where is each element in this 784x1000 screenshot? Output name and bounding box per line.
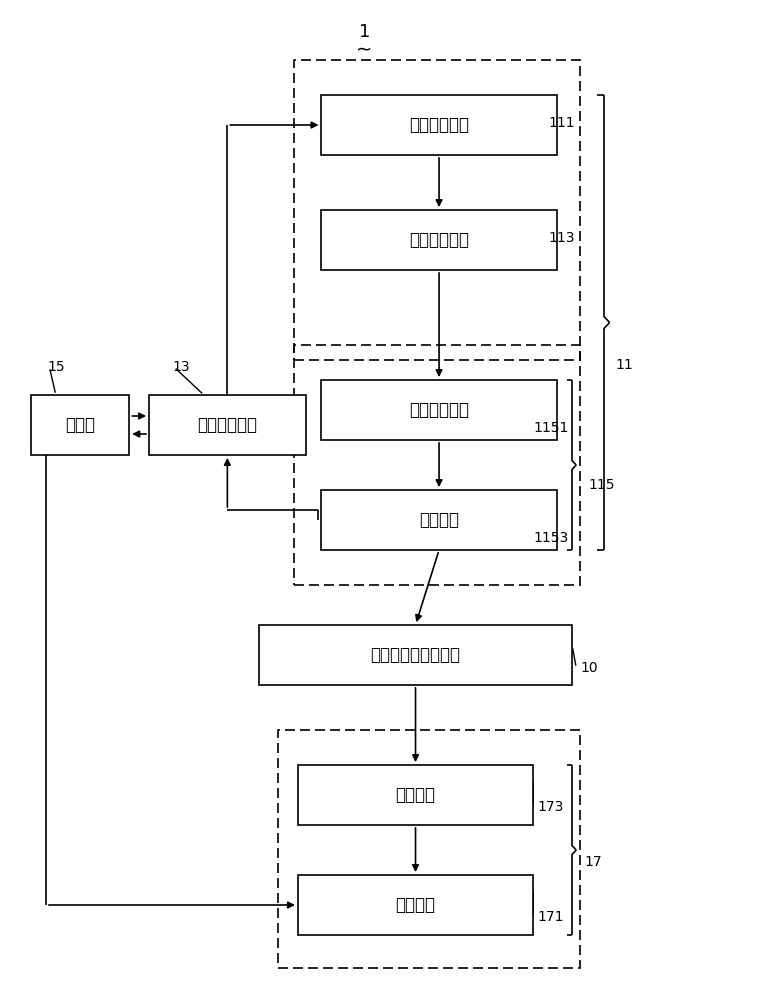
Text: 15: 15 xyxy=(47,360,64,374)
Text: 173: 173 xyxy=(537,800,564,814)
Text: 1151: 1151 xyxy=(533,421,568,435)
Bar xyxy=(298,765,533,825)
Text: 高通量组合材料芯片: 高通量组合材料芯片 xyxy=(371,646,460,664)
Text: 激光触发系统: 激光触发系统 xyxy=(409,116,469,134)
Text: 驱动装置: 驱动装置 xyxy=(395,896,436,914)
Bar xyxy=(321,95,557,155)
Bar xyxy=(259,625,572,685)
Text: 1: 1 xyxy=(359,23,370,41)
Bar xyxy=(321,210,557,270)
Bar xyxy=(278,730,580,968)
Text: 115: 115 xyxy=(588,478,615,492)
Bar xyxy=(298,875,533,935)
Bar xyxy=(149,395,306,455)
Text: 激光发生机构: 激光发生机构 xyxy=(409,231,469,249)
Text: 111: 111 xyxy=(549,116,575,130)
Bar xyxy=(31,395,129,455)
Text: 上位机: 上位机 xyxy=(65,416,96,434)
Bar xyxy=(294,60,580,360)
Text: 171: 171 xyxy=(537,910,564,924)
Bar xyxy=(321,490,557,550)
Text: 17: 17 xyxy=(584,855,601,869)
Text: 11: 11 xyxy=(615,358,633,372)
Text: 聚焦装置: 聚焦装置 xyxy=(419,511,459,529)
Text: 移动机构: 移动机构 xyxy=(395,786,436,804)
Bar xyxy=(294,345,580,585)
Text: 温度控制系统: 温度控制系统 xyxy=(198,416,257,434)
Text: 113: 113 xyxy=(549,231,575,245)
Text: ∼: ∼ xyxy=(357,40,372,60)
Text: 光学调整装置: 光学调整装置 xyxy=(409,401,469,419)
Text: 1153: 1153 xyxy=(533,531,568,545)
Bar xyxy=(321,380,557,440)
Text: 13: 13 xyxy=(172,360,190,374)
Text: 10: 10 xyxy=(580,661,597,675)
